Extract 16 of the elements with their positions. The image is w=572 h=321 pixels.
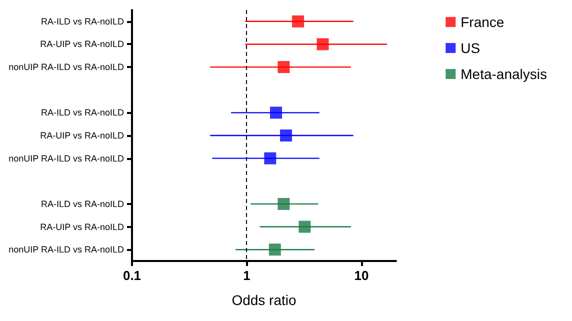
y-tick-label: RA-UIP vs RA-noILD [40,222,124,232]
x-tick-label: 1 [243,268,250,283]
x-tick-label: 0.1 [122,268,142,283]
x-axis-title: Odds ratio [232,292,297,308]
legend-label: US [460,40,480,56]
y-tick-label: RA-ILD vs RA-noILD [40,16,124,26]
y-tick-label: RA-UIP vs RA-noILD [40,39,124,50]
x-tick-label: 10 [354,268,369,283]
legend-label: Meta-analysis [460,66,548,82]
y-tick-label: RA-ILD vs RA-noILD [40,198,124,209]
legend-label: France [460,14,504,30]
y-tick-label: RA-UIP vs RA-noILD [40,130,124,140]
y-tick-label: nonUIP RA-ILD vs RA-noILD [8,62,124,72]
y-tick-label: nonUIP RA-ILD vs RA-noILD [8,153,124,164]
y-tick-label: RA-ILD vs RA-noILD [40,108,124,118]
y-tick-label: nonUIP RA-ILD vs RA-noILD [8,244,124,255]
